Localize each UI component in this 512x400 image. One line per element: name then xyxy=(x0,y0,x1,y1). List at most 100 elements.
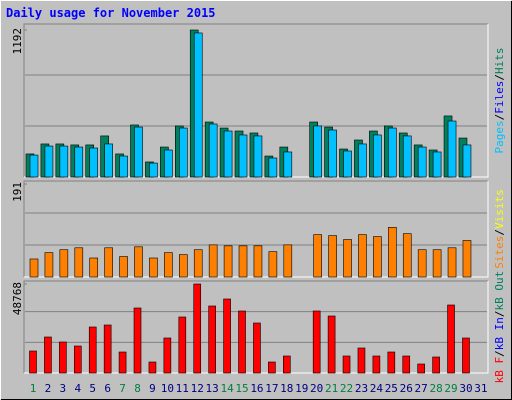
bar xyxy=(89,257,99,278)
legend-entry: kB F xyxy=(493,357,506,384)
bar xyxy=(447,304,455,374)
bar xyxy=(238,310,246,374)
bar xyxy=(59,145,69,178)
bar xyxy=(73,345,82,374)
x-tick-label: 6 xyxy=(104,382,111,395)
x-tick-label: 19 xyxy=(295,382,308,395)
panel-bevel-dark xyxy=(23,280,488,373)
bar xyxy=(208,305,216,374)
bar xyxy=(447,247,457,278)
bar xyxy=(238,134,248,178)
bar xyxy=(417,249,427,278)
bar xyxy=(387,351,396,374)
y-tick-label: 1192 xyxy=(11,28,24,55)
x-tick-label: 4 xyxy=(74,382,81,395)
legend-entry: Sites xyxy=(493,236,506,269)
legend-separator: / xyxy=(493,310,506,317)
bar xyxy=(372,355,381,374)
x-tick-label: 22 xyxy=(340,382,353,395)
bar xyxy=(193,32,203,178)
bar xyxy=(373,236,382,278)
bar xyxy=(358,234,367,278)
bar xyxy=(193,249,203,278)
bar xyxy=(402,135,412,178)
bar xyxy=(59,341,67,374)
bar xyxy=(118,351,127,374)
bar xyxy=(88,326,97,374)
bar xyxy=(357,347,366,374)
bar xyxy=(447,120,457,178)
bar xyxy=(432,356,440,374)
bar xyxy=(59,249,69,278)
bar xyxy=(373,134,382,178)
x-tick-label: 16 xyxy=(250,382,263,395)
bar xyxy=(328,129,337,178)
bar xyxy=(462,144,472,178)
bar xyxy=(313,234,322,278)
bar xyxy=(223,245,233,278)
y-tick-label: 48768 xyxy=(11,282,24,315)
x-tick-label: 24 xyxy=(370,382,384,395)
bar xyxy=(343,239,352,278)
x-tick-label: 2 xyxy=(45,382,52,395)
legend-separator: / xyxy=(493,74,506,81)
legend-entry: Hits xyxy=(493,48,506,75)
bar xyxy=(164,149,173,178)
panel-bevel-dark xyxy=(23,180,488,277)
x-tick-label: 1 xyxy=(30,382,37,395)
bar xyxy=(327,315,336,374)
bar xyxy=(283,355,291,374)
bar xyxy=(328,235,337,278)
bar xyxy=(104,143,113,178)
bar xyxy=(432,249,442,278)
bar xyxy=(119,256,128,278)
bar xyxy=(208,123,218,178)
x-tick-label: 11 xyxy=(176,382,189,395)
x-tick-label: 15 xyxy=(235,382,248,395)
bar xyxy=(312,310,321,374)
x-tick-label: 18 xyxy=(280,382,293,395)
x-tick-label: 28 xyxy=(429,382,442,395)
x-tick-label: 7 xyxy=(119,382,126,395)
bar xyxy=(44,252,54,278)
x-tick-label: 3 xyxy=(60,382,67,395)
series-legend: Sites/Visits xyxy=(493,189,506,269)
bar xyxy=(402,355,411,374)
bar xyxy=(44,145,54,178)
bar xyxy=(149,257,158,278)
bar xyxy=(29,258,39,278)
bar xyxy=(179,254,188,278)
bar xyxy=(462,240,472,278)
bar xyxy=(402,233,412,278)
bar xyxy=(74,247,84,278)
x-tick-label: 29 xyxy=(444,382,457,395)
legend-entry: kB Out xyxy=(493,271,506,311)
x-tick-label: 20 xyxy=(310,382,323,395)
panel-bevel-dark xyxy=(23,23,488,177)
bar xyxy=(208,244,218,278)
bar xyxy=(253,135,263,178)
bar xyxy=(29,154,39,178)
bar xyxy=(432,151,442,178)
x-tick-label: 9 xyxy=(149,382,156,395)
bar xyxy=(178,316,187,374)
x-tick-label: 23 xyxy=(355,382,368,395)
bar xyxy=(388,127,397,178)
bar xyxy=(417,363,425,374)
bar xyxy=(163,337,172,374)
bar xyxy=(74,146,84,178)
series-legend: kB F/kB In/kB Out xyxy=(493,271,506,384)
bar xyxy=(342,355,351,374)
bar xyxy=(388,227,397,278)
panel-bevel-light xyxy=(24,181,489,278)
bar xyxy=(164,252,173,278)
x-tick-label: 8 xyxy=(134,382,141,395)
bar xyxy=(193,283,202,374)
x-tick-label: 13 xyxy=(206,382,219,395)
bar xyxy=(343,150,352,178)
bar xyxy=(462,337,470,374)
legend-separator: / xyxy=(493,350,506,357)
legend-entry: Visits xyxy=(493,189,506,229)
bar xyxy=(148,361,157,374)
